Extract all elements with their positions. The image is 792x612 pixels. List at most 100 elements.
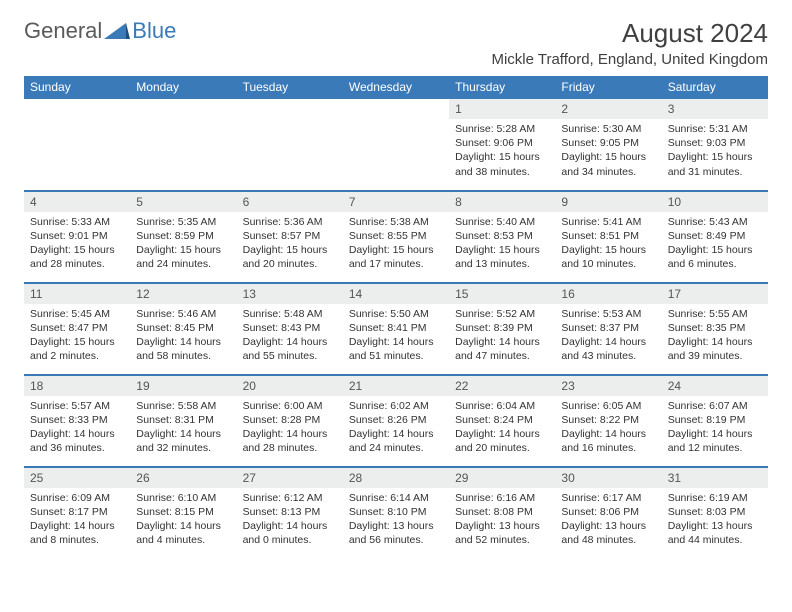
sunrise-text: Sunrise: 5:40 AM	[455, 215, 549, 229]
sunset-text: Sunset: 9:05 PM	[561, 136, 655, 150]
sunrise-text: Sunrise: 5:46 AM	[136, 307, 230, 321]
day-header: Thursday	[449, 76, 555, 99]
calendar-cell	[24, 99, 130, 191]
day-number: 11	[24, 284, 130, 304]
daylight-text: Daylight: 14 hours and 24 minutes.	[349, 427, 443, 455]
sunrise-text: Sunrise: 6:09 AM	[30, 491, 124, 505]
day-number: 6	[237, 192, 343, 212]
calendar-cell: 31Sunrise: 6:19 AMSunset: 8:03 PMDayligh…	[662, 467, 768, 559]
day-number: 7	[343, 192, 449, 212]
day-number: 30	[555, 468, 661, 488]
calendar-cell: 8Sunrise: 5:40 AMSunset: 8:53 PMDaylight…	[449, 191, 555, 283]
day-details: Sunrise: 5:38 AMSunset: 8:55 PMDaylight:…	[343, 212, 449, 275]
day-number: 26	[130, 468, 236, 488]
day-number: 19	[130, 376, 236, 396]
calendar-cell: 23Sunrise: 6:05 AMSunset: 8:22 PMDayligh…	[555, 375, 661, 467]
daylight-text: Daylight: 14 hours and 39 minutes.	[668, 335, 762, 363]
day-number: 16	[555, 284, 661, 304]
sunset-text: Sunset: 8:13 PM	[243, 505, 337, 519]
sunset-text: Sunset: 8:41 PM	[349, 321, 443, 335]
daylight-text: Daylight: 14 hours and 28 minutes.	[243, 427, 337, 455]
daylight-text: Daylight: 14 hours and 32 minutes.	[136, 427, 230, 455]
daylight-text: Daylight: 15 hours and 28 minutes.	[30, 243, 124, 271]
daylight-text: Daylight: 14 hours and 55 minutes.	[243, 335, 337, 363]
calendar-cell: 28Sunrise: 6:14 AMSunset: 8:10 PMDayligh…	[343, 467, 449, 559]
day-details: Sunrise: 6:10 AMSunset: 8:15 PMDaylight:…	[130, 488, 236, 551]
daylight-text: Daylight: 14 hours and 4 minutes.	[136, 519, 230, 547]
logo: General Blue	[24, 18, 176, 44]
sunrise-text: Sunrise: 5:50 AM	[349, 307, 443, 321]
day-details: Sunrise: 5:30 AMSunset: 9:05 PMDaylight:…	[555, 119, 661, 182]
day-details: Sunrise: 5:43 AMSunset: 8:49 PMDaylight:…	[662, 212, 768, 275]
sunrise-text: Sunrise: 5:31 AM	[668, 122, 762, 136]
sunrise-text: Sunrise: 5:43 AM	[668, 215, 762, 229]
day-details: Sunrise: 5:35 AMSunset: 8:59 PMDaylight:…	[130, 212, 236, 275]
sunrise-text: Sunrise: 5:33 AM	[30, 215, 124, 229]
calendar-cell: 11Sunrise: 5:45 AMSunset: 8:47 PMDayligh…	[24, 283, 130, 375]
calendar-cell: 14Sunrise: 5:50 AMSunset: 8:41 PMDayligh…	[343, 283, 449, 375]
daylight-text: Daylight: 15 hours and 24 minutes.	[136, 243, 230, 271]
day-number: 29	[449, 468, 555, 488]
day-details: Sunrise: 6:12 AMSunset: 8:13 PMDaylight:…	[237, 488, 343, 551]
day-details: Sunrise: 5:36 AMSunset: 8:57 PMDaylight:…	[237, 212, 343, 275]
sunset-text: Sunset: 8:06 PM	[561, 505, 655, 519]
daylight-text: Daylight: 13 hours and 44 minutes.	[668, 519, 762, 547]
day-details: Sunrise: 6:16 AMSunset: 8:08 PMDaylight:…	[449, 488, 555, 551]
sunrise-text: Sunrise: 6:12 AM	[243, 491, 337, 505]
sunset-text: Sunset: 8:39 PM	[455, 321, 549, 335]
sunset-text: Sunset: 8:37 PM	[561, 321, 655, 335]
sunset-text: Sunset: 9:01 PM	[30, 229, 124, 243]
sunrise-text: Sunrise: 6:17 AM	[561, 491, 655, 505]
day-details: Sunrise: 5:45 AMSunset: 8:47 PMDaylight:…	[24, 304, 130, 367]
day-number: 8	[449, 192, 555, 212]
daylight-text: Daylight: 15 hours and 34 minutes.	[561, 150, 655, 178]
calendar-week-row: 1Sunrise: 5:28 AMSunset: 9:06 PMDaylight…	[24, 99, 768, 191]
calendar-cell	[237, 99, 343, 191]
calendar-cell: 6Sunrise: 5:36 AMSunset: 8:57 PMDaylight…	[237, 191, 343, 283]
day-header: Sunday	[24, 76, 130, 99]
day-details: Sunrise: 6:09 AMSunset: 8:17 PMDaylight:…	[24, 488, 130, 551]
sunset-text: Sunset: 8:57 PM	[243, 229, 337, 243]
calendar-cell: 10Sunrise: 5:43 AMSunset: 8:49 PMDayligh…	[662, 191, 768, 283]
sunrise-text: Sunrise: 6:16 AM	[455, 491, 549, 505]
sunrise-text: Sunrise: 5:45 AM	[30, 307, 124, 321]
sunset-text: Sunset: 8:33 PM	[30, 413, 124, 427]
day-header: Wednesday	[343, 76, 449, 99]
day-details: Sunrise: 5:28 AMSunset: 9:06 PMDaylight:…	[449, 119, 555, 182]
day-number: 18	[24, 376, 130, 396]
calendar-cell: 20Sunrise: 6:00 AMSunset: 8:28 PMDayligh…	[237, 375, 343, 467]
sunrise-text: Sunrise: 5:28 AM	[455, 122, 549, 136]
sunset-text: Sunset: 8:10 PM	[349, 505, 443, 519]
day-number: 13	[237, 284, 343, 304]
day-number: 1	[449, 99, 555, 119]
daylight-text: Daylight: 15 hours and 13 minutes.	[455, 243, 549, 271]
sunrise-text: Sunrise: 5:55 AM	[668, 307, 762, 321]
day-details: Sunrise: 6:05 AMSunset: 8:22 PMDaylight:…	[555, 396, 661, 459]
day-details: Sunrise: 5:41 AMSunset: 8:51 PMDaylight:…	[555, 212, 661, 275]
daylight-text: Daylight: 15 hours and 6 minutes.	[668, 243, 762, 271]
day-number: 9	[555, 192, 661, 212]
day-details: Sunrise: 6:17 AMSunset: 8:06 PMDaylight:…	[555, 488, 661, 551]
day-number: 22	[449, 376, 555, 396]
day-details: Sunrise: 5:40 AMSunset: 8:53 PMDaylight:…	[449, 212, 555, 275]
daylight-text: Daylight: 14 hours and 43 minutes.	[561, 335, 655, 363]
sunset-text: Sunset: 8:49 PM	[668, 229, 762, 243]
calendar-cell: 30Sunrise: 6:17 AMSunset: 8:06 PMDayligh…	[555, 467, 661, 559]
sunset-text: Sunset: 8:24 PM	[455, 413, 549, 427]
sunrise-text: Sunrise: 5:36 AM	[243, 215, 337, 229]
calendar-cell: 16Sunrise: 5:53 AMSunset: 8:37 PMDayligh…	[555, 283, 661, 375]
sunrise-text: Sunrise: 6:02 AM	[349, 399, 443, 413]
day-details: Sunrise: 5:31 AMSunset: 9:03 PMDaylight:…	[662, 119, 768, 182]
sunrise-text: Sunrise: 6:00 AM	[243, 399, 337, 413]
day-details: Sunrise: 6:19 AMSunset: 8:03 PMDaylight:…	[662, 488, 768, 551]
location-text: Mickle Trafford, England, United Kingdom	[491, 51, 768, 68]
sunset-text: Sunset: 8:15 PM	[136, 505, 230, 519]
day-details: Sunrise: 5:53 AMSunset: 8:37 PMDaylight:…	[555, 304, 661, 367]
day-number: 23	[555, 376, 661, 396]
sunrise-text: Sunrise: 5:52 AM	[455, 307, 549, 321]
daylight-text: Daylight: 14 hours and 51 minutes.	[349, 335, 443, 363]
sunset-text: Sunset: 8:22 PM	[561, 413, 655, 427]
calendar-cell	[130, 99, 236, 191]
day-number: 25	[24, 468, 130, 488]
day-number: 27	[237, 468, 343, 488]
